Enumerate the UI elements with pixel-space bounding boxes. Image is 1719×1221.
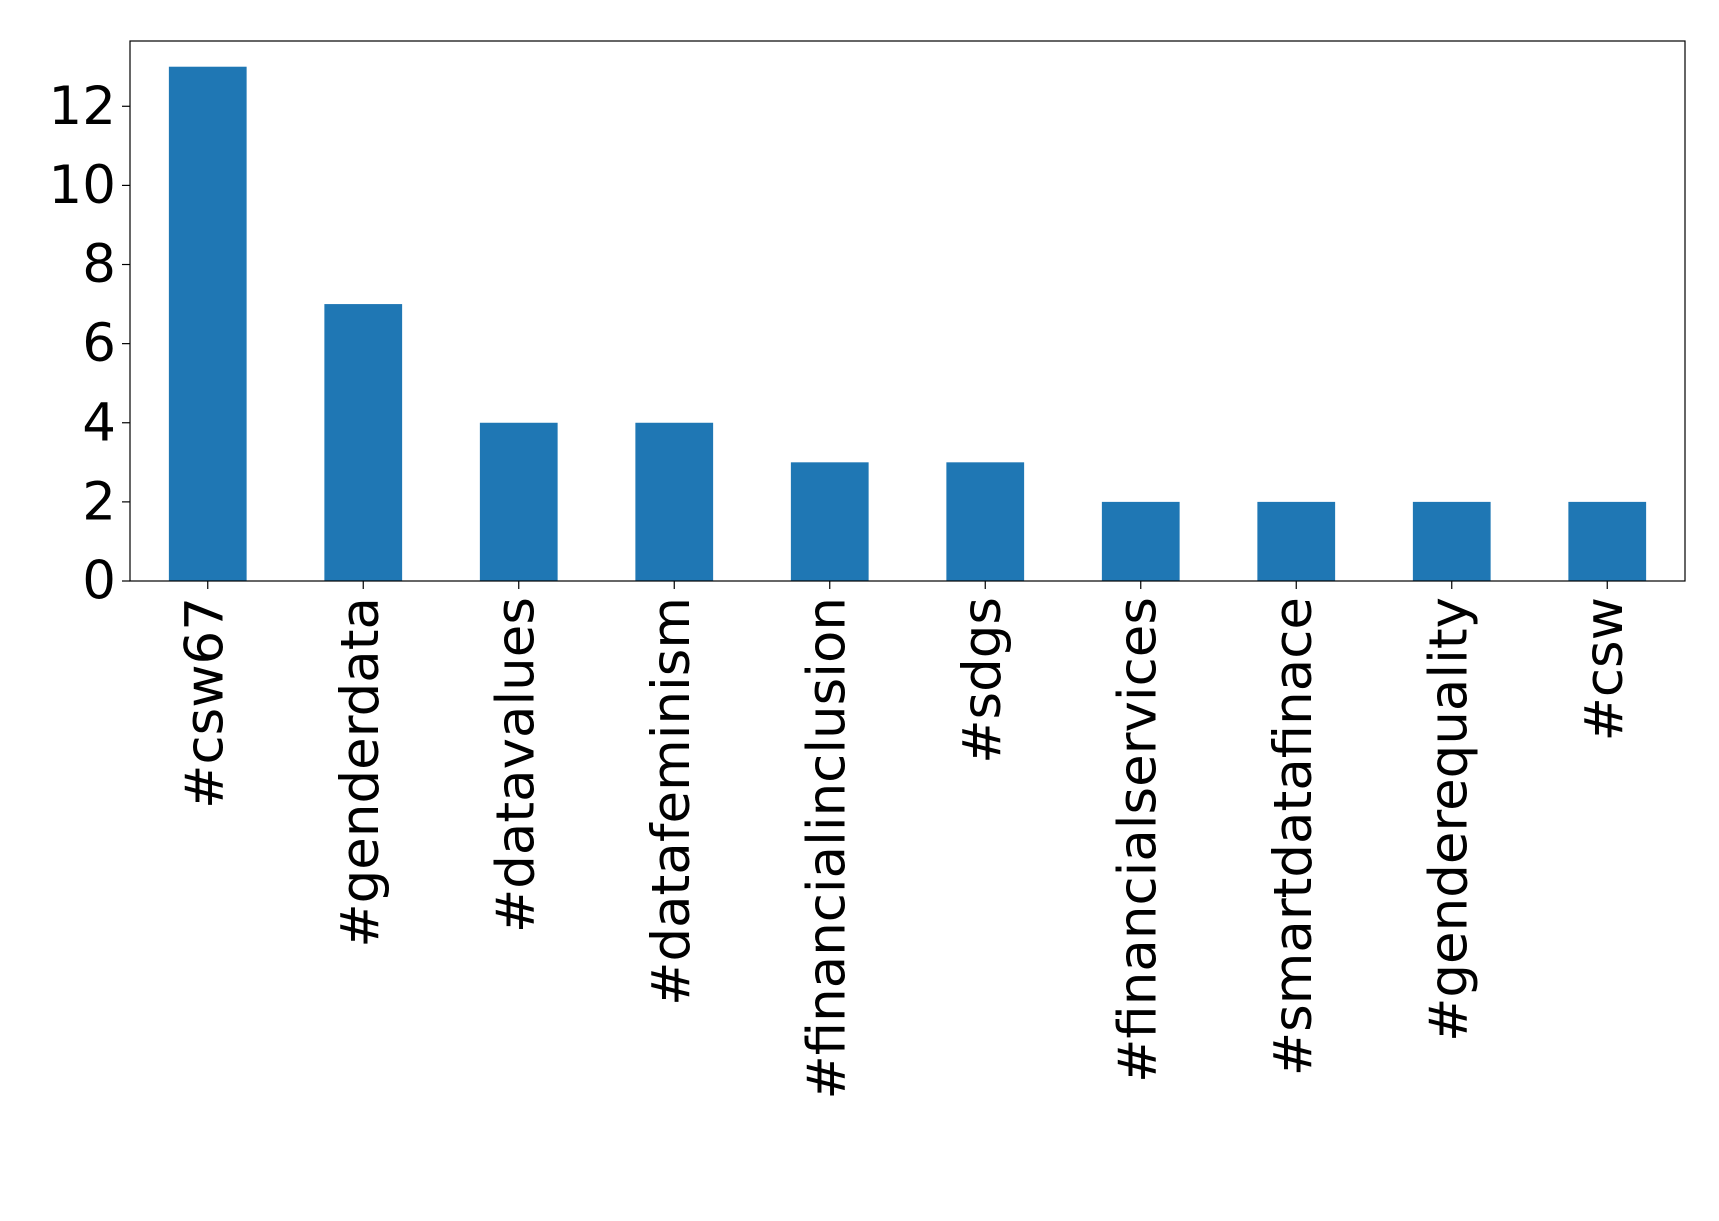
y-tick-label: 4	[82, 392, 116, 453]
x-tick-label: #financialinclusion	[796, 597, 857, 1100]
y-tick-label: 0	[82, 551, 116, 612]
bar	[324, 304, 403, 581]
x-tick-label: #datavalues	[485, 597, 546, 933]
bar	[790, 462, 869, 581]
bar	[1568, 501, 1647, 581]
bar	[946, 462, 1025, 581]
y-tick-label: 8	[82, 234, 116, 295]
y-tick-label: 6	[82, 313, 116, 374]
bar	[168, 66, 247, 581]
x-tick-label: #csw67	[174, 597, 235, 809]
bar	[635, 422, 714, 581]
y-tick-label: 10	[49, 155, 116, 216]
x-tick-label: #genderdata	[330, 597, 391, 948]
bar	[1257, 501, 1336, 581]
plot-frame	[129, 40, 1686, 582]
x-tick-label: #sdgs	[952, 597, 1013, 764]
bar	[1101, 501, 1180, 581]
x-tick-label: #smartdatafinace	[1263, 597, 1324, 1076]
bar	[479, 422, 558, 581]
x-tick-label: #datafeminism	[641, 597, 702, 1006]
x-tick-label: #csw	[1574, 597, 1635, 742]
y-tick-label: 2	[82, 471, 116, 532]
bar	[1412, 501, 1491, 581]
x-tick-label: #genderequality	[1418, 597, 1479, 1042]
y-tick-label: 12	[49, 76, 116, 137]
x-tick-label: #financialservices	[1107, 597, 1168, 1083]
